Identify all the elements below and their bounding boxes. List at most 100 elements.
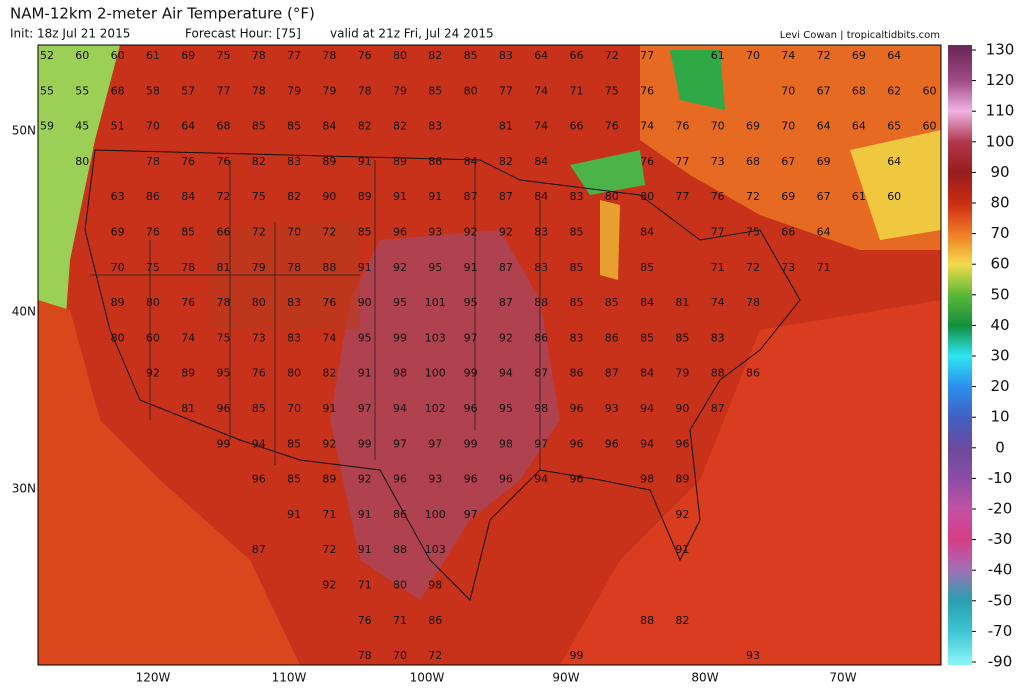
temperature-label: 80 bbox=[287, 367, 301, 380]
temperature-label: 76 bbox=[181, 296, 195, 309]
temperature-label: 85 bbox=[570, 261, 584, 274]
temperature-label: 66 bbox=[781, 226, 795, 239]
temperature-label: 76 bbox=[252, 367, 266, 380]
temperature-label: 75 bbox=[605, 84, 619, 97]
temperature-label: 61 bbox=[852, 190, 866, 203]
temperature-label: 100 bbox=[425, 508, 446, 521]
temperature-label: 69 bbox=[852, 49, 866, 62]
temperature-label: 86 bbox=[605, 331, 619, 344]
temperature-label: 67 bbox=[817, 190, 831, 203]
temperature-label: 99 bbox=[570, 649, 584, 662]
temperature-label: 74 bbox=[181, 331, 195, 344]
temperature-label: 74 bbox=[534, 120, 548, 133]
temperature-label: 83 bbox=[428, 120, 442, 133]
temperature-label: 76 bbox=[640, 155, 654, 168]
temperature-label: 96 bbox=[464, 473, 478, 486]
colorbar-label: -90 bbox=[988, 653, 1013, 671]
temperature-label: 95 bbox=[499, 402, 513, 415]
state-lines bbox=[90, 160, 541, 470]
temperature-label: 97 bbox=[464, 508, 478, 521]
temperature-label: 72 bbox=[817, 49, 831, 62]
temperature-label: 91 bbox=[358, 543, 372, 556]
title: NAM-12km 2-meter Air Temperature (°F) bbox=[10, 5, 315, 23]
temperature-label: 58 bbox=[146, 84, 160, 97]
us-outline bbox=[84, 149, 801, 601]
temperature-label: 71 bbox=[393, 614, 407, 627]
temperature-label: 69 bbox=[111, 226, 125, 239]
temperature-label: 83 bbox=[570, 331, 584, 344]
temperature-label: 94 bbox=[252, 437, 266, 450]
temperature-label: 84 bbox=[322, 120, 336, 133]
temperature-label: 96 bbox=[570, 402, 584, 415]
temperature-label: 80 bbox=[393, 49, 407, 62]
temperature-label: 72 bbox=[252, 226, 266, 239]
temperature-label: 96 bbox=[605, 437, 619, 450]
temperature-label: 95 bbox=[464, 296, 478, 309]
colorbar-label: -40 bbox=[988, 561, 1013, 579]
temperature-label: 77 bbox=[675, 190, 689, 203]
temperature-label: 70 bbox=[111, 261, 125, 274]
temperature-label: 86 bbox=[393, 508, 407, 521]
temperature-label: 79 bbox=[252, 261, 266, 274]
colorbar-label: 110 bbox=[986, 102, 1015, 120]
temperature-label: 92 bbox=[499, 331, 513, 344]
temperature-label: 80 bbox=[605, 190, 619, 203]
temperature-label: 77 bbox=[711, 226, 725, 239]
temperature-label: 88 bbox=[393, 543, 407, 556]
temperature-label: 78 bbox=[322, 49, 336, 62]
temperature-label: 88 bbox=[534, 296, 548, 309]
colorbar-label: 60 bbox=[990, 255, 1009, 273]
temperature-label: 70 bbox=[781, 84, 795, 97]
temperature-label: 91 bbox=[675, 543, 689, 556]
temperature-label: 70 bbox=[711, 120, 725, 133]
temperature-label: 80 bbox=[252, 296, 266, 309]
valid-time: valid at 21z Fri, Jul 24 2015 bbox=[330, 27, 494, 41]
temperature-label: 75 bbox=[746, 226, 760, 239]
temperature-label: 79 bbox=[393, 84, 407, 97]
temperature-label: 86 bbox=[428, 155, 442, 168]
temperature-label: 79 bbox=[675, 367, 689, 380]
temperature-label: 94 bbox=[534, 473, 548, 486]
colorbar-label: 130 bbox=[986, 41, 1015, 59]
temperature-label: 89 bbox=[358, 190, 372, 203]
temperature-label: 55 bbox=[75, 84, 89, 97]
temperature-label: 98 bbox=[428, 579, 442, 592]
colorbar-label: -70 bbox=[988, 622, 1013, 640]
temperature-label: 94 bbox=[393, 402, 407, 415]
temperature-label: 94 bbox=[499, 367, 513, 380]
temperature-label: 75 bbox=[217, 331, 231, 344]
temperature-label: 91 bbox=[393, 190, 407, 203]
temperature-label: 96 bbox=[675, 437, 689, 450]
temperature-label: 89 bbox=[181, 367, 195, 380]
temperature-label: 71 bbox=[358, 579, 372, 592]
temperature-label: 82 bbox=[252, 155, 266, 168]
temperature-label: 73 bbox=[711, 155, 725, 168]
temperature-label: 67 bbox=[781, 155, 795, 168]
temperature-label: 85 bbox=[252, 120, 266, 133]
canada-cool bbox=[850, 130, 941, 240]
temperature-label: 83 bbox=[287, 296, 301, 309]
temperature-label: 70 bbox=[746, 49, 760, 62]
temperature-label: 98 bbox=[640, 473, 654, 486]
temperature-label: 89 bbox=[393, 155, 407, 168]
temperature-label: 99 bbox=[464, 367, 478, 380]
temperature-label: 86 bbox=[146, 190, 160, 203]
temperature-label: 95 bbox=[217, 367, 231, 380]
temperature-label: 81 bbox=[499, 120, 513, 133]
temperature-label: 68 bbox=[746, 155, 760, 168]
temperature-label: 76 bbox=[358, 49, 372, 62]
forecast-hour: Forecast Hour: [75] bbox=[185, 27, 301, 41]
colorbar-label: 90 bbox=[990, 163, 1009, 181]
temperature-label: 72 bbox=[322, 226, 336, 239]
colorbar-label: 40 bbox=[990, 316, 1009, 334]
temperature-label: 95 bbox=[358, 331, 372, 344]
temperature-label: 70 bbox=[393, 649, 407, 662]
temperature-label: 92 bbox=[393, 261, 407, 274]
temperature-label: 62 bbox=[887, 84, 901, 97]
temperature-label: 83 bbox=[534, 226, 548, 239]
temperature-label: 45 bbox=[75, 120, 89, 133]
temperature-label: 69 bbox=[781, 190, 795, 203]
temperature-label: 72 bbox=[746, 190, 760, 203]
temperature-label: 83 bbox=[287, 331, 301, 344]
temperature-label: 98 bbox=[393, 367, 407, 380]
